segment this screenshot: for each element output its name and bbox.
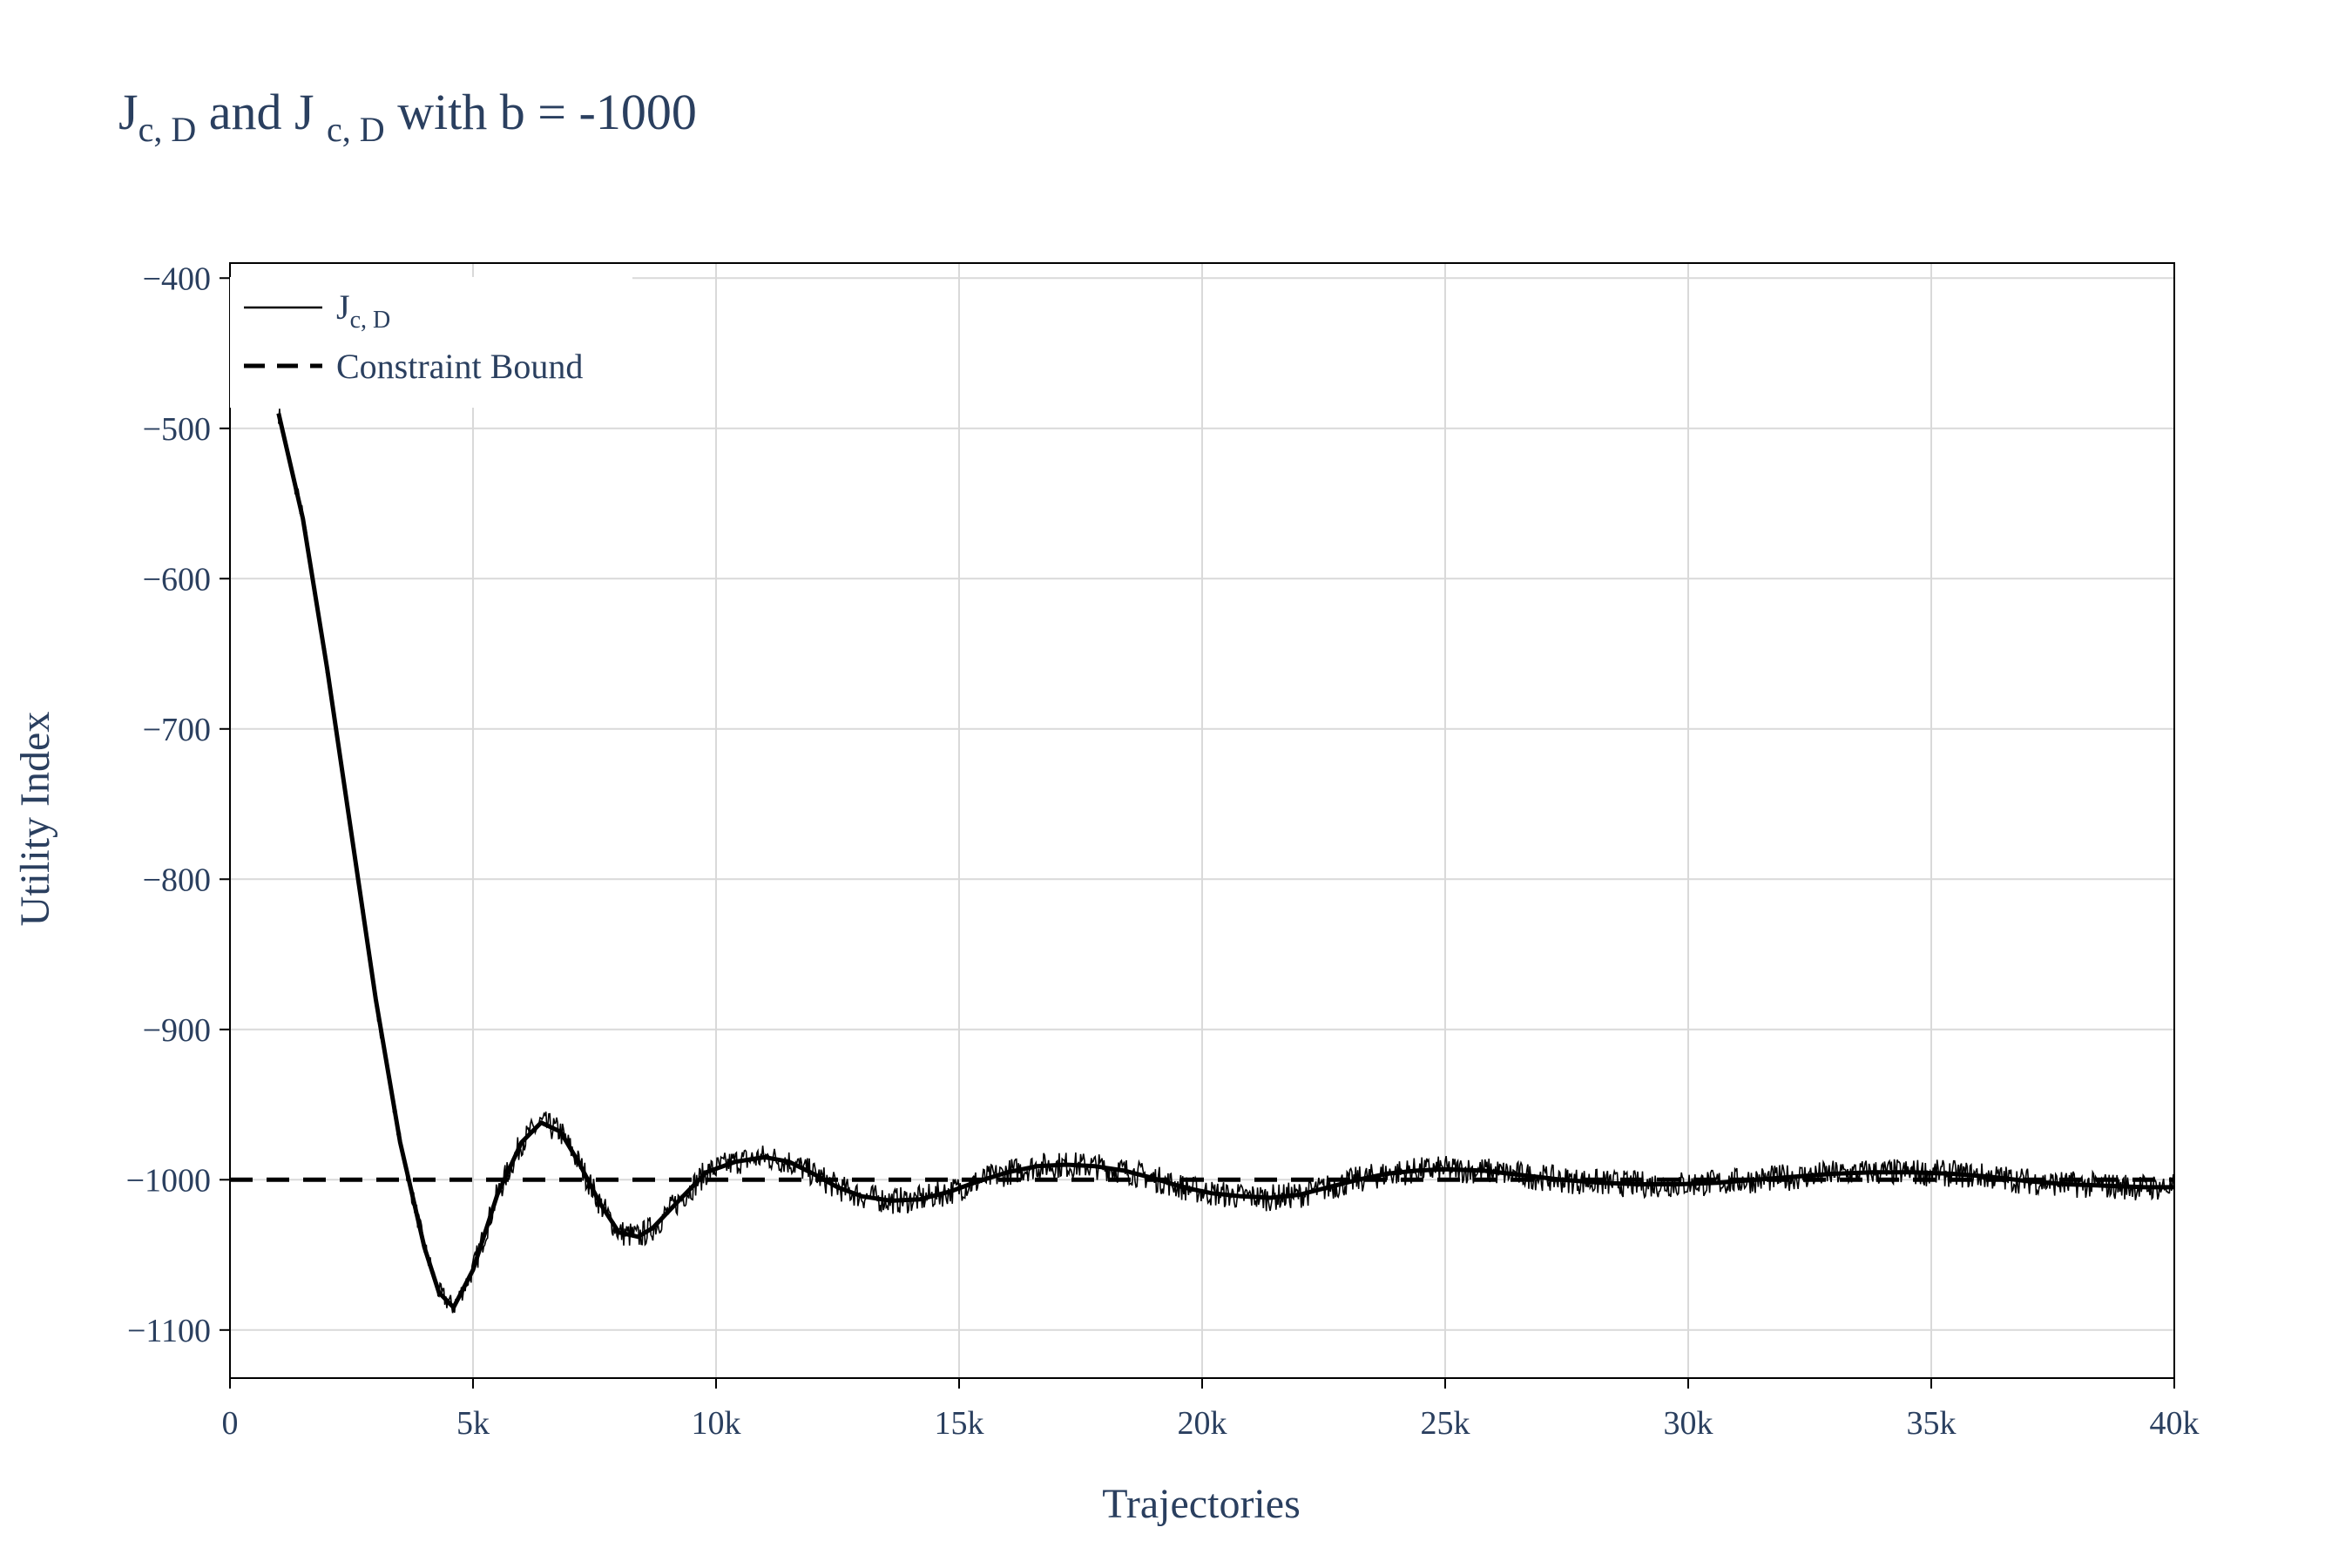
y-tick-label: −400 xyxy=(143,260,211,297)
x-tick-label: 25k xyxy=(1421,1405,1470,1442)
y-axis-ticks: −400 −500 −600 −700 −800 −900 −1000 −1100 xyxy=(126,260,230,1349)
title-part-sub2: c, D xyxy=(327,110,385,149)
x-tick-label: 35k xyxy=(1907,1405,1957,1442)
chart-title: Jc, D and J c, D with b = -1000 xyxy=(118,84,697,149)
legend-label-constraint: Constraint Bound xyxy=(336,347,583,386)
series-jcd-trend xyxy=(276,412,2174,1310)
legend-label-jcd-sub: c, D xyxy=(350,307,391,334)
x-tick-label: 15k xyxy=(935,1405,984,1442)
y-tick-label: −500 xyxy=(143,411,211,448)
x-tick-label: 40k xyxy=(2150,1405,2200,1442)
legend-background xyxy=(230,277,632,408)
title-part-mid: and J xyxy=(196,84,327,140)
y-tick-label: −800 xyxy=(143,862,211,898)
y-tick-label: −1100 xyxy=(127,1313,211,1349)
title-part-sub1: c, D xyxy=(139,110,197,149)
x-tick-label: 0 xyxy=(222,1405,239,1442)
y-tick-label: −900 xyxy=(143,1012,211,1049)
x-tick-label: 5k xyxy=(456,1405,490,1442)
x-axis-ticks: 0 5k 10k 15k 20k 25k 30k 35k 40k xyxy=(222,1378,2200,1442)
y-tick-label: −1000 xyxy=(126,1162,211,1199)
title-part-main: J xyxy=(118,84,139,140)
x-axis-title: Trajectories xyxy=(1102,1481,1301,1527)
series-layer xyxy=(230,409,2174,1314)
title-part-tail: with b = -1000 xyxy=(385,84,697,140)
x-tick-label: 20k xyxy=(1178,1405,1227,1442)
legend: Jc, D Constraint Bound xyxy=(230,277,632,408)
x-tick-label: 30k xyxy=(1664,1405,1713,1442)
grid-lines xyxy=(230,263,2174,1378)
y-tick-label: −700 xyxy=(143,712,211,748)
y-axis-title: Utility Index xyxy=(12,712,58,927)
series-jcd-noise xyxy=(278,409,2174,1314)
y-tick-label: −600 xyxy=(143,561,211,598)
plot-area: 0 5k 10k 15k 20k 25k 30k 35k 40k −400 −500 −600 −70… xyxy=(126,260,2200,1442)
x-tick-label: 10k xyxy=(692,1405,741,1442)
legend-label-jcd: Jc, D xyxy=(336,287,390,334)
legend-label-jcd-main: J xyxy=(336,287,350,327)
